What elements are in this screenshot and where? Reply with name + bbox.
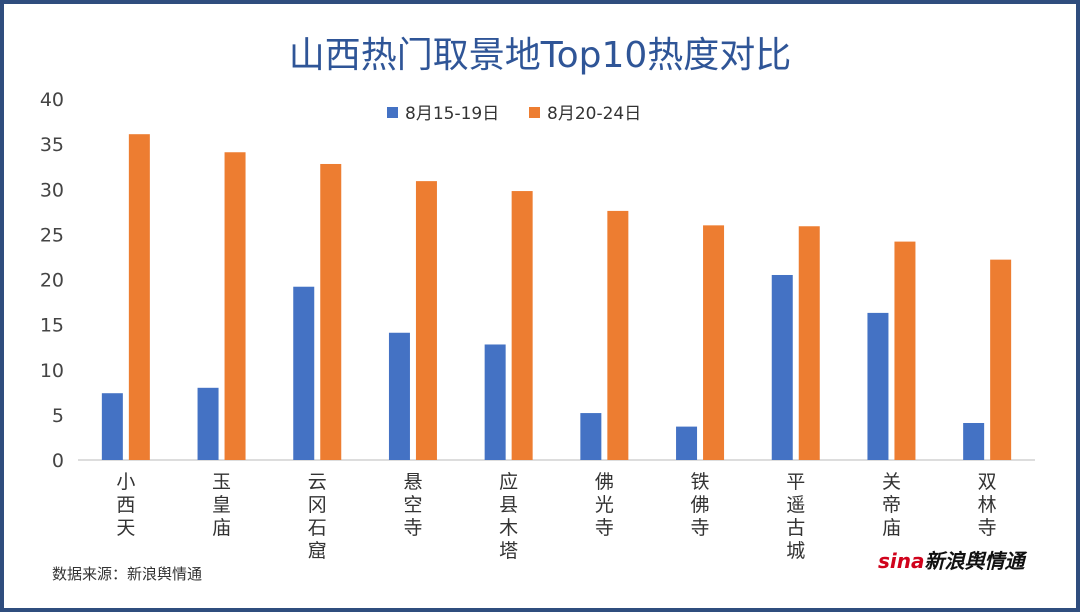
- x-tick-label: 悬: [403, 471, 422, 493]
- y-tick-label: 0: [52, 450, 64, 472]
- x-tick-label: 玉: [212, 471, 231, 493]
- x-tick-label: 城: [786, 540, 805, 562]
- x-tick-label: 皇: [212, 494, 231, 516]
- y-tick-label: 25: [40, 224, 64, 246]
- bar-series1: [963, 422, 985, 460]
- y-tick-label: 35: [40, 134, 64, 156]
- x-tick-label: 寺: [595, 517, 614, 539]
- data-source: 数据来源：新浪舆情通: [52, 565, 203, 583]
- x-tick-label: 寺: [978, 517, 997, 539]
- x-tick-label: 帝: [882, 494, 901, 516]
- bar-series1: [676, 426, 698, 460]
- bar-series2: [703, 225, 725, 460]
- y-tick-label: 30: [40, 179, 64, 201]
- y-tick-label: 40: [40, 89, 64, 111]
- x-tick-label: 塔: [499, 540, 518, 562]
- bar-series1: [580, 413, 602, 460]
- legend-swatch: [529, 107, 540, 118]
- x-tick-label: 遥: [786, 494, 805, 516]
- x-tick-label: 庙: [882, 517, 901, 539]
- x-tick-label: 佛: [595, 471, 614, 493]
- bar-series2: [607, 210, 629, 460]
- x-tick-label: 窟: [308, 540, 327, 562]
- x-tick-label: 林: [978, 494, 997, 516]
- bar-series1: [388, 332, 410, 460]
- x-tick-label: 寺: [691, 517, 710, 539]
- bar-series2: [128, 134, 150, 460]
- x-tick-label: 西: [116, 494, 135, 516]
- bar-series1: [484, 344, 506, 460]
- bar-series2: [224, 152, 246, 460]
- x-tick-label: 云: [308, 471, 327, 493]
- x-tick-label: 庙: [212, 517, 231, 539]
- x-tick-label: 天: [116, 517, 135, 539]
- x-tick-label: 古: [786, 517, 805, 539]
- bar-series2: [894, 241, 916, 460]
- bar-series1: [293, 286, 315, 460]
- x-tick-label: 应: [499, 471, 518, 493]
- x-tick-label: 寺: [403, 517, 422, 539]
- bar-series2: [798, 226, 820, 460]
- bar-series1: [101, 393, 123, 460]
- legend-label: 8月15-19日: [405, 104, 499, 124]
- x-tick-label: 冈: [308, 494, 327, 516]
- x-tick-label: 小: [116, 471, 135, 493]
- y-tick-label: 10: [40, 360, 64, 382]
- x-tick-label: 空: [403, 494, 422, 516]
- y-tick-label: 15: [40, 315, 64, 337]
- x-tick-label: 双: [978, 471, 997, 493]
- x-tick-label: 县: [499, 494, 518, 516]
- x-tick-label: 关: [882, 471, 901, 493]
- bar-series2: [320, 163, 342, 461]
- y-tick-label: 20: [40, 270, 64, 292]
- x-tick-label: 木: [499, 517, 518, 539]
- bar-series2: [511, 191, 533, 460]
- chart-title: 山西热门取景地Top10热度对比: [288, 35, 792, 76]
- bar-series1: [197, 387, 219, 460]
- sina-logo: sina新浪舆情通: [878, 549, 1025, 573]
- x-tick-label: 平: [786, 471, 805, 493]
- x-tick-label: 佛: [691, 494, 710, 516]
- bar-series2: [990, 259, 1012, 460]
- x-tick-label: 光: [595, 494, 614, 516]
- legend-swatch: [387, 107, 398, 118]
- x-tick-label: 铁: [691, 471, 710, 493]
- y-tick-label: 5: [52, 405, 64, 427]
- bar-series1: [771, 274, 793, 460]
- x-tick-label: 石: [308, 517, 327, 539]
- bar-series1: [867, 312, 889, 460]
- legend-label: 8月20-24日: [547, 104, 641, 124]
- bar-series2: [415, 181, 437, 460]
